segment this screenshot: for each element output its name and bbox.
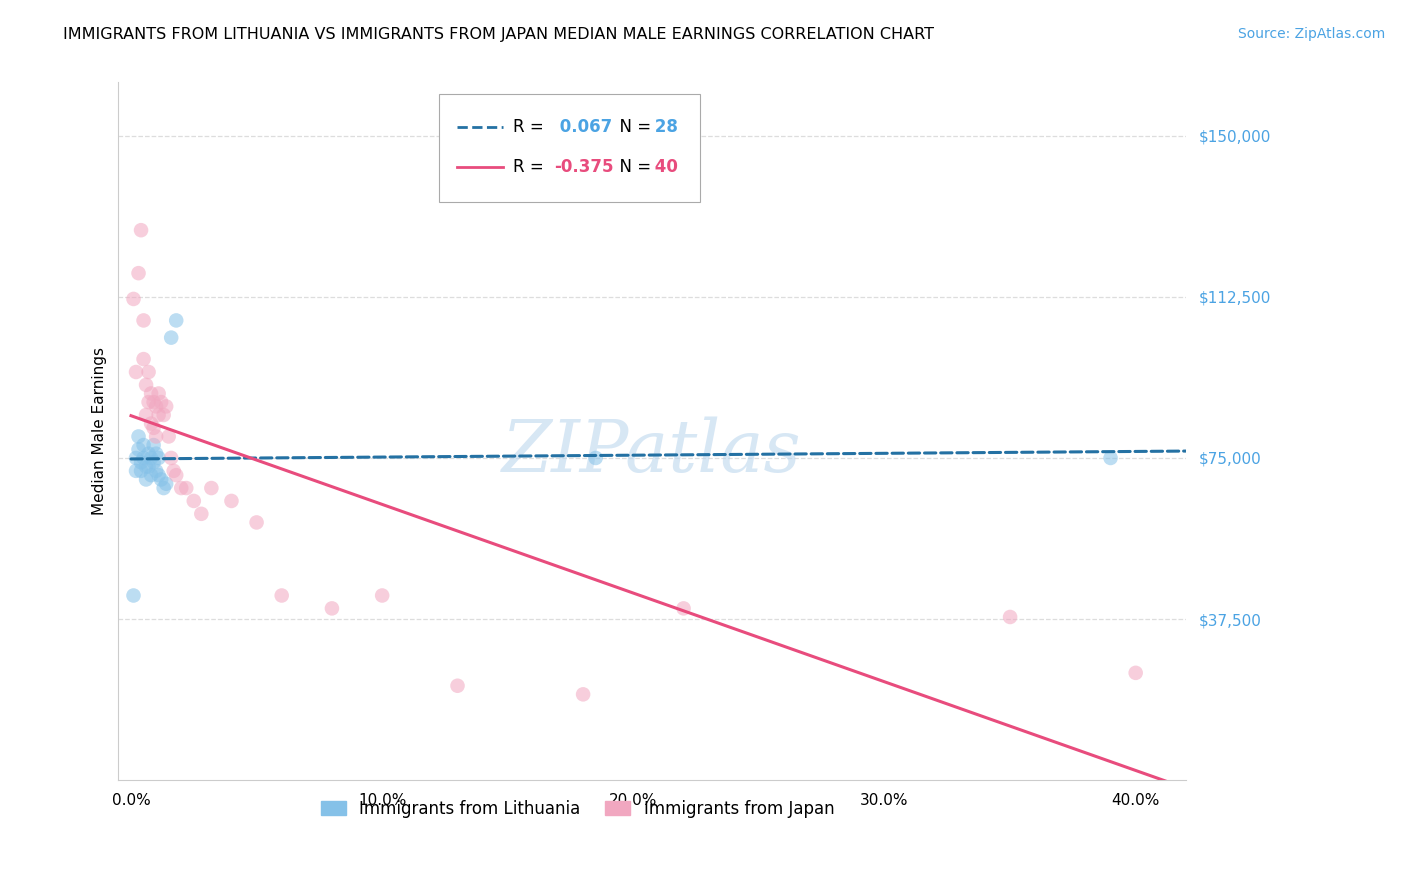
Point <box>138 395 160 409</box>
Point <box>132 313 155 327</box>
Point <box>142 421 165 435</box>
Point <box>142 455 165 469</box>
Text: N =: N = <box>609 158 651 176</box>
Point <box>129 455 152 469</box>
Point <box>170 481 193 495</box>
Point <box>200 481 222 495</box>
Point <box>125 464 148 478</box>
Text: Source: ZipAtlas.com: Source: ZipAtlas.com <box>1237 27 1385 41</box>
Point <box>160 450 183 465</box>
Point <box>135 408 157 422</box>
Point <box>160 330 183 344</box>
Point <box>145 429 167 443</box>
Point <box>129 464 152 478</box>
Text: R =: R = <box>513 118 544 136</box>
Point <box>155 400 177 414</box>
Point <box>150 473 173 487</box>
Text: N =: N = <box>609 118 651 136</box>
Point <box>371 589 394 603</box>
Point <box>125 450 148 465</box>
Point <box>152 408 174 422</box>
Legend: Immigrants from Lithuania, Immigrants from Japan: Immigrants from Lithuania, Immigrants fr… <box>314 793 841 824</box>
Point <box>157 429 180 443</box>
FancyBboxPatch shape <box>439 94 700 202</box>
Point <box>163 464 186 478</box>
Point <box>139 386 162 401</box>
Point <box>142 438 165 452</box>
Point <box>142 395 165 409</box>
Point <box>135 459 157 474</box>
Point <box>138 447 160 461</box>
Point <box>446 679 468 693</box>
Point <box>145 400 167 414</box>
Text: IMMIGRANTS FROM LITHUANIA VS IMMIGRANTS FROM JAPAN MEDIAN MALE EARNINGS CORRELAT: IMMIGRANTS FROM LITHUANIA VS IMMIGRANTS … <box>63 27 934 42</box>
Point <box>998 610 1021 624</box>
Point <box>122 292 145 306</box>
Point <box>152 481 174 495</box>
Point <box>672 601 695 615</box>
Text: -0.375: -0.375 <box>554 158 613 176</box>
Text: 0.067: 0.067 <box>554 118 612 136</box>
Point <box>1125 665 1147 680</box>
Point <box>150 395 173 409</box>
Point <box>174 481 197 495</box>
Point <box>148 386 170 401</box>
Point <box>132 352 155 367</box>
Point <box>139 417 162 431</box>
Point <box>128 442 150 457</box>
Point <box>165 468 187 483</box>
Text: 40: 40 <box>650 158 678 176</box>
Point <box>148 450 170 465</box>
Point <box>135 473 157 487</box>
Point <box>1099 450 1122 465</box>
Point <box>321 601 343 615</box>
Y-axis label: Median Male Earnings: Median Male Earnings <box>93 347 107 515</box>
Point <box>148 468 170 483</box>
Text: 28: 28 <box>650 118 678 136</box>
Point <box>122 589 145 603</box>
Point <box>190 507 212 521</box>
Point <box>221 494 243 508</box>
Point <box>585 450 607 465</box>
Point <box>270 589 292 603</box>
Point <box>129 223 152 237</box>
Point <box>139 468 162 483</box>
Point <box>132 450 155 465</box>
Point <box>145 447 167 461</box>
Point <box>128 429 150 443</box>
Point <box>138 459 160 474</box>
Point <box>145 464 167 478</box>
Point <box>128 266 150 280</box>
Point <box>245 516 267 530</box>
Point <box>139 450 162 465</box>
Point <box>155 476 177 491</box>
Point <box>138 365 160 379</box>
Point <box>165 313 187 327</box>
Text: R =: R = <box>513 158 544 176</box>
Point <box>135 378 157 392</box>
Point <box>132 438 155 452</box>
Point <box>125 365 148 379</box>
Text: ZIPatlas: ZIPatlas <box>502 417 801 487</box>
Point <box>572 687 595 701</box>
Point <box>183 494 205 508</box>
Point <box>148 408 170 422</box>
